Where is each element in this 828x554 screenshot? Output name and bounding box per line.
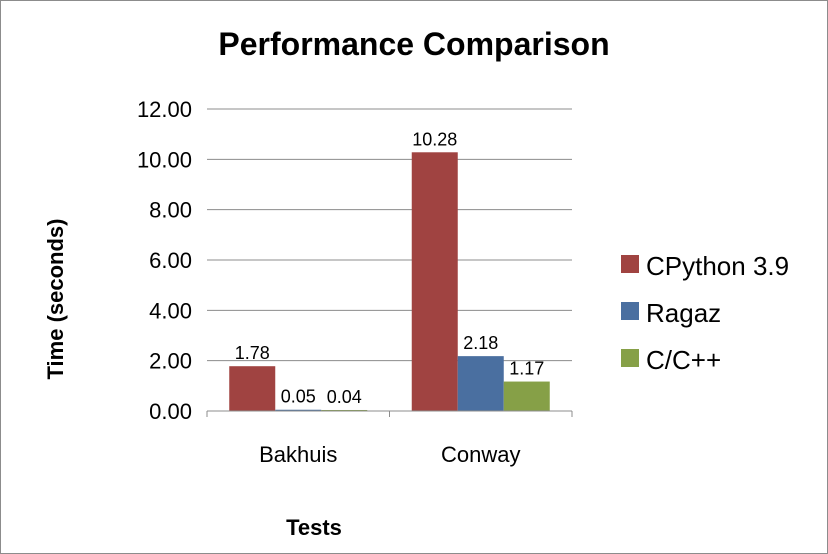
data-label: 2.18 [463,333,498,353]
y-axis-title: Time (seconds) [43,219,68,380]
data-label: 1.17 [509,359,544,379]
chart-title: Performance Comparison [218,26,609,62]
data-label: 0.04 [327,387,362,407]
y-tick-label: 10.00 [137,147,192,172]
legend-swatch [621,255,639,273]
bar [411,152,458,411]
legend-swatch [621,349,639,367]
data-label: 10.28 [412,129,457,149]
y-tick-label: 6.00 [149,248,192,273]
y-tick-label: 2.00 [149,349,192,374]
x-category-label: Conway [441,442,520,467]
data-label: 1.78 [235,343,270,363]
bars [229,152,550,411]
legend: CPython 3.9 Ragaz C/C++ [621,251,789,375]
data-labels: 1.78 0.05 0.04 10.28 2.18 1.17 [235,129,545,407]
x-axis-title: Tests [286,515,342,540]
bar [503,381,550,411]
axes [206,410,573,417]
y-axis-ticks: 0.00 2.00 4.00 6.00 8.00 10.00 12.00 [137,97,192,424]
x-category-label: Bakhuis [259,442,337,467]
bar [321,409,368,411]
legend-label: C/C++ [646,345,721,375]
legend-label: CPython 3.9 [646,251,789,281]
y-tick-label: 4.00 [149,298,192,323]
bar [275,409,322,411]
legend-label: Ragaz [646,298,721,328]
y-tick-label: 8.00 [149,198,192,223]
data-label: 0.05 [281,387,316,407]
x-axis-categories: Bakhuis Conway [259,442,520,467]
gridlines [207,108,572,412]
y-tick-label: 0.00 [149,399,192,424]
bar [229,366,276,411]
legend-swatch [621,302,639,320]
y-tick-label: 12.00 [137,97,192,122]
bar [457,356,504,411]
